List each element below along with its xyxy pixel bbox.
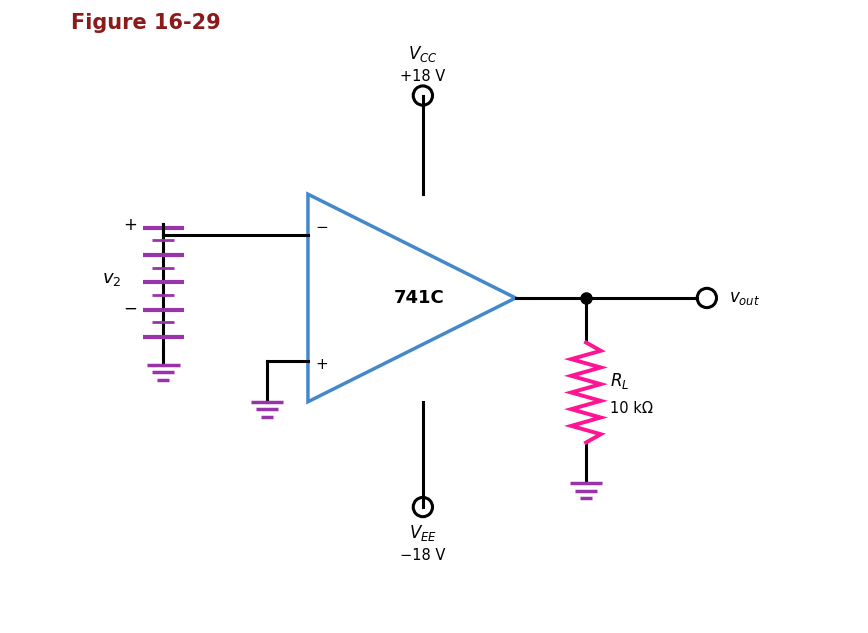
Text: Figure 16-29: Figure 16-29	[70, 13, 220, 32]
Text: $R_L$: $R_L$	[609, 372, 629, 391]
Text: $V_{CC}$: $V_{CC}$	[408, 44, 437, 65]
Text: −: −	[315, 220, 328, 235]
Text: 10 kΩ: 10 kΩ	[609, 401, 653, 417]
Text: −: −	[123, 300, 137, 318]
Text: $v_2$: $v_2$	[102, 270, 122, 289]
Text: −18 V: −18 V	[400, 548, 445, 563]
Text: $v_{out}$: $v_{out}$	[729, 289, 760, 307]
Text: +18 V: +18 V	[400, 70, 445, 84]
Text: +: +	[315, 357, 328, 372]
Text: 741C: 741C	[394, 289, 444, 307]
Text: +: +	[123, 216, 137, 234]
Text: $V_{EE}$: $V_{EE}$	[409, 523, 437, 542]
